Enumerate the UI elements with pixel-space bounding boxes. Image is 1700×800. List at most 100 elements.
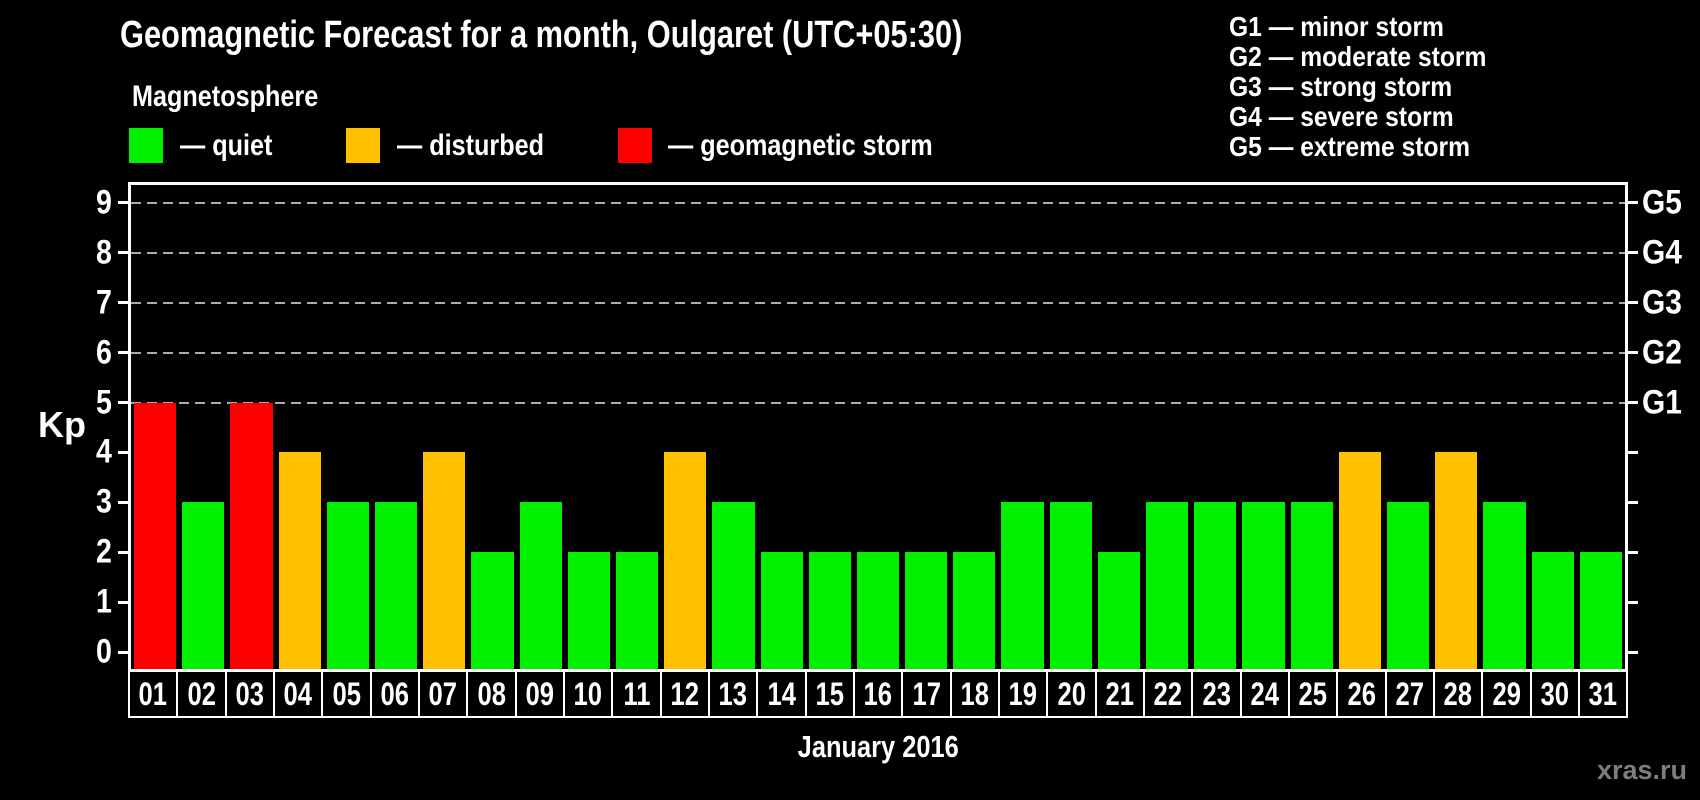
bar-day-12 — [664, 452, 707, 669]
day-label-28: 28 — [1432, 672, 1481, 716]
bar-day-26 — [1338, 452, 1382, 669]
left-tick-kp-5 — [118, 401, 128, 404]
chart-title: Geomagnetic Forecast for a month, Oulgar… — [120, 14, 963, 56]
right-axis-label-g3: G3 — [1642, 283, 1682, 322]
day-label-04: 04 — [272, 672, 321, 716]
bar-day-10 — [567, 552, 610, 669]
right-axis-label-g1: G1 — [1642, 383, 1682, 421]
left-tick-kp-2 — [118, 550, 128, 554]
day-label-23: 23 — [1191, 672, 1239, 716]
plot-inner — [131, 185, 1625, 669]
bar-day-22 — [1146, 502, 1189, 669]
day-label-05: 05 — [321, 672, 369, 716]
bar-day-06 — [374, 502, 418, 669]
right-tick-kp-4 — [1628, 450, 1638, 454]
y-tick-label-9: 9 — [96, 183, 112, 222]
legend-label-disturbed: — disturbed — [397, 129, 545, 162]
day-label-29: 29 — [1481, 672, 1529, 716]
legend-label-quiet: — quiet — [180, 129, 273, 162]
right-tick-kp-3 — [1628, 500, 1638, 504]
day-label-20: 20 — [1046, 672, 1094, 716]
y-tick-label-1: 1 — [96, 582, 112, 621]
bar-day-25 — [1290, 502, 1333, 669]
bar-day-28 — [1435, 452, 1478, 669]
left-tick-kp-1 — [118, 600, 128, 604]
day-label-17: 17 — [901, 672, 949, 716]
left-tick-kp-7 — [118, 301, 128, 305]
bar-day-08 — [471, 552, 514, 669]
legend-label-storm: — geomagnetic storm — [668, 129, 933, 162]
left-tick-kp-0 — [118, 650, 128, 654]
y-tick-label-7: 7 — [96, 283, 112, 322]
y-tick-label-6: 6 — [96, 333, 112, 372]
bar-day-20 — [1049, 502, 1092, 669]
bar-day-02 — [182, 502, 225, 669]
gridline-kp-6 — [131, 351, 1625, 354]
left-tick-kp-6 — [118, 351, 128, 355]
bar-day-21 — [1097, 552, 1141, 669]
bar-day-16 — [856, 552, 900, 669]
bar-day-17 — [905, 552, 948, 669]
day-label-11: 11 — [611, 672, 659, 716]
bar-day-07 — [423, 452, 466, 669]
right-tick-kp-0 — [1628, 650, 1638, 654]
day-label-18: 18 — [949, 672, 998, 716]
day-label-31: 31 — [1577, 672, 1626, 716]
right-tick-kp-7 — [1628, 301, 1638, 305]
right-axis-label-g2: G2 — [1642, 333, 1682, 372]
bar-day-23 — [1194, 502, 1237, 669]
day-label-06: 06 — [369, 672, 418, 716]
x-axis-title: January 2016 — [797, 729, 959, 764]
gridline-kp-9 — [131, 201, 1625, 204]
left-tick-kp-4 — [118, 450, 128, 454]
day-label-27: 27 — [1384, 672, 1433, 716]
day-label-13: 13 — [707, 672, 756, 716]
bar-day-18 — [953, 552, 996, 669]
plot-area — [128, 182, 1628, 672]
day-label-14: 14 — [756, 672, 804, 716]
bar-day-09 — [519, 502, 562, 669]
right-tick-kp-8 — [1628, 251, 1638, 255]
day-label-03: 03 — [224, 672, 273, 716]
right-tick-kp-6 — [1628, 351, 1638, 355]
day-label-21: 21 — [1094, 672, 1143, 716]
day-label-22: 22 — [1142, 672, 1191, 716]
bar-day-15 — [808, 552, 851, 669]
right-tick-kp-2 — [1628, 550, 1638, 554]
gridline-kp-8 — [131, 251, 1625, 254]
y-tick-label-3: 3 — [96, 482, 112, 521]
gridline-kp-7 — [131, 301, 1625, 304]
day-label-09: 09 — [514, 672, 563, 716]
gridline-kp-5 — [131, 401, 1625, 404]
right-tick-kp-9 — [1628, 201, 1638, 205]
bar-day-24 — [1242, 502, 1285, 669]
y-tick-label-8: 8 — [96, 233, 112, 272]
left-tick-kp-9 — [118, 201, 128, 205]
storm-legend-g4: G4 — severe storm — [1229, 101, 1454, 132]
bar-day-29 — [1483, 502, 1526, 669]
legend-swatch-quiet — [129, 128, 163, 163]
watermark-xras: xras.ru — [1596, 755, 1687, 785]
day-label-25: 25 — [1287, 672, 1336, 716]
day-label-19: 19 — [997, 672, 1046, 716]
bar-day-13 — [712, 502, 755, 669]
storm-legend-g2: G2 — moderate storm — [1229, 41, 1487, 72]
y-axis-label-kp: Kp — [38, 404, 86, 445]
legend-swatch-disturbed — [346, 128, 380, 163]
storm-legend-g3: G3 — strong storm — [1229, 71, 1453, 102]
day-label-26: 26 — [1336, 672, 1384, 716]
day-label-10: 10 — [562, 672, 611, 716]
right-axis-label-g4: G4 — [1642, 233, 1682, 272]
y-tick-label-0: 0 — [96, 632, 112, 671]
bar-day-04 — [278, 452, 321, 669]
bar-day-30 — [1531, 552, 1574, 669]
legend-title-magnetosphere: Magnetosphere — [132, 80, 319, 113]
bar-day-01 — [134, 402, 177, 669]
day-label-08: 08 — [466, 672, 514, 716]
bar-day-11 — [615, 552, 659, 669]
day-label-02: 02 — [176, 672, 224, 716]
y-tick-label-5: 5 — [96, 383, 112, 421]
left-tick-kp-3 — [118, 500, 128, 504]
y-tick-label-4: 4 — [96, 432, 112, 471]
storm-legend-g1: G1 — minor storm — [1229, 11, 1444, 42]
